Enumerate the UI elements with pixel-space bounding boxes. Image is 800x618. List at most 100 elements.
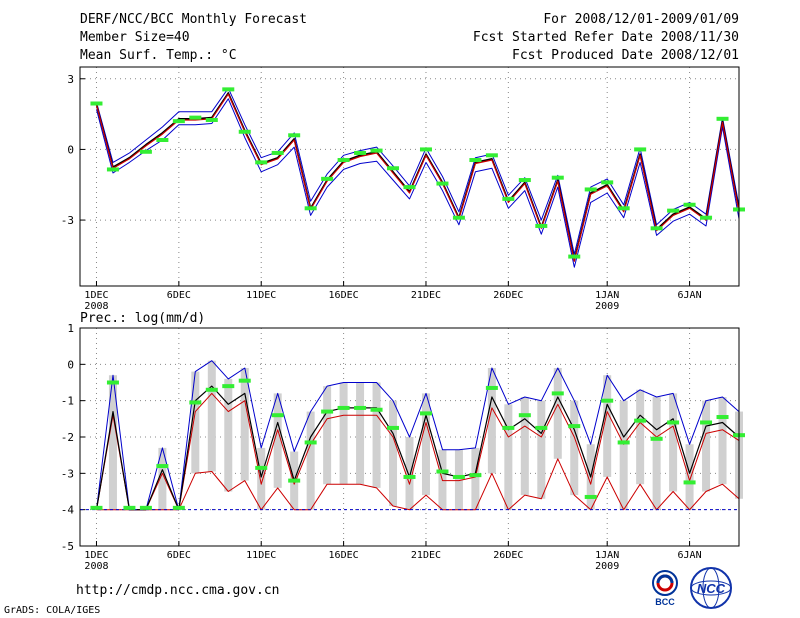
precip-observed-marker xyxy=(288,478,301,483)
precip-mean-line xyxy=(95,385,740,511)
precip-xtick-label: 6DEC xyxy=(167,550,191,561)
ncc-logo-text: NCC xyxy=(697,581,726,596)
precip-observed-marker xyxy=(403,474,416,479)
temp-observed-marker xyxy=(700,215,713,220)
temp-observed-marker xyxy=(568,254,581,259)
precip-panel-title: Prec.: log(mm/d) xyxy=(80,311,205,326)
temp-xtick-label: 6DEC xyxy=(167,290,191,301)
precip-range-bar xyxy=(702,400,711,492)
temp-observed-marker xyxy=(634,147,647,152)
temp-observed-marker xyxy=(337,158,350,163)
precip-range-bar xyxy=(454,449,463,510)
precip-xtick-label: 16DEC xyxy=(329,550,359,561)
precip-median-line xyxy=(96,392,740,511)
temp-observed-marker xyxy=(502,196,515,201)
precip-range-bar xyxy=(191,371,200,474)
temp-observed-marker xyxy=(601,180,614,185)
temp-xtick-label: 21DEC xyxy=(411,290,441,301)
precip-range-bar xyxy=(636,389,645,485)
temp-ytick-label: 3 xyxy=(67,73,74,86)
temp-observed-marker xyxy=(90,101,103,106)
temp-observed-marker xyxy=(403,185,416,190)
precip-observed-marker xyxy=(123,505,136,510)
precip-range-bar xyxy=(685,444,694,510)
grads-credit: GrADS: COLA/IGES xyxy=(4,605,101,616)
precip-max-line xyxy=(96,360,740,511)
temp-xtick-label: 1JAN xyxy=(595,290,619,301)
precip-observed-marker xyxy=(683,480,696,485)
precip-xtick-label: 26DEC xyxy=(493,550,523,561)
temp-observed-marker xyxy=(452,215,465,220)
temp-observed-marker xyxy=(189,115,202,120)
precip-range-bar xyxy=(372,382,381,488)
temp-ytick-label: 0 xyxy=(67,143,74,156)
precip-observed-marker xyxy=(387,425,400,430)
precip-range-bar xyxy=(570,400,579,496)
precip-range-bar xyxy=(619,400,628,510)
precip-observed-marker xyxy=(535,425,548,430)
precip-range-bar xyxy=(553,367,562,459)
precip-xtick-label: 1DEC xyxy=(84,550,108,561)
precip-observed-marker xyxy=(436,469,449,474)
temp-min-line xyxy=(96,98,740,268)
temp-observed-marker xyxy=(683,202,696,207)
temp-observed-marker xyxy=(172,119,185,124)
precip-observed-marker xyxy=(584,494,597,499)
precip-range-bar xyxy=(471,447,480,510)
forecast-started-date: Fcst Started Refer Date 2008/11/30 xyxy=(472,30,739,45)
precip-observed-marker xyxy=(469,473,482,478)
forecast-period: For 2008/12/01-2009/01/09 xyxy=(543,12,739,27)
precip-observed-marker xyxy=(321,409,334,414)
precip-range-bar xyxy=(108,375,117,510)
temp-observed-marker xyxy=(321,176,334,181)
temp-observed-marker xyxy=(485,153,498,158)
temp-observed-marker xyxy=(518,178,531,183)
temp-observed-marker xyxy=(304,206,317,211)
precip-observed-marker xyxy=(617,440,630,445)
precip-observed-marker xyxy=(452,474,465,479)
temp-observed-marker xyxy=(387,166,400,171)
temp-xtick-label: 26DEC xyxy=(493,290,523,301)
precip-range-bar xyxy=(520,397,529,496)
chart-title: DERF/NCC/BCC Monthly Forecast xyxy=(80,12,307,27)
temp-observed-marker xyxy=(156,138,169,142)
precip-observed-marker xyxy=(337,405,350,410)
precip-observed-marker xyxy=(650,436,663,441)
precip-observed-marker xyxy=(716,415,729,420)
precip-observed-marker xyxy=(700,420,713,425)
temp-observed-marker xyxy=(469,158,482,163)
precip-observed-marker xyxy=(419,411,432,416)
variable-label: Mean Surf. Temp.: °C xyxy=(80,48,237,63)
precip-range-bar xyxy=(537,400,546,499)
website-url[interactable]: http://cmdp.ncc.cma.gov.cn xyxy=(76,583,280,598)
precip-observed-marker xyxy=(205,387,218,392)
temp-xtick-label: 16DEC xyxy=(329,290,359,301)
temp-plot-frame xyxy=(79,66,740,287)
precip-ytick-label: -3 xyxy=(61,467,74,480)
precip-ytick-label: 1 xyxy=(67,322,74,335)
temp-observed-marker xyxy=(205,117,218,122)
precip-observed-marker xyxy=(667,420,680,425)
precip-range-bar xyxy=(207,360,216,472)
precip-observed-marker xyxy=(271,413,284,418)
precip-range-bar xyxy=(487,367,496,474)
precip-observed-marker xyxy=(518,413,531,418)
temp-observed-marker xyxy=(288,133,301,138)
temp-xtick-year: 2008 xyxy=(84,301,108,312)
temp-ytick-label: -3 xyxy=(61,214,74,227)
precip-observed-marker xyxy=(189,400,202,405)
precip-observed-marker xyxy=(222,384,235,389)
precip-min-line xyxy=(96,458,740,511)
temp-observed-marker xyxy=(535,223,548,228)
temp-observed-marker xyxy=(222,87,235,92)
precip-observed-marker xyxy=(551,391,564,396)
bcc-logo-text: BCC xyxy=(655,597,675,607)
bcc-logo: BCC xyxy=(652,570,678,607)
temp-observed-marker xyxy=(551,175,564,180)
precip-range-bar xyxy=(158,447,167,510)
precip-range-bar xyxy=(405,437,414,510)
precip-range-bar xyxy=(323,386,332,485)
temp-xtick-label: 1DEC xyxy=(84,290,108,301)
precip-range-bar xyxy=(669,393,678,492)
